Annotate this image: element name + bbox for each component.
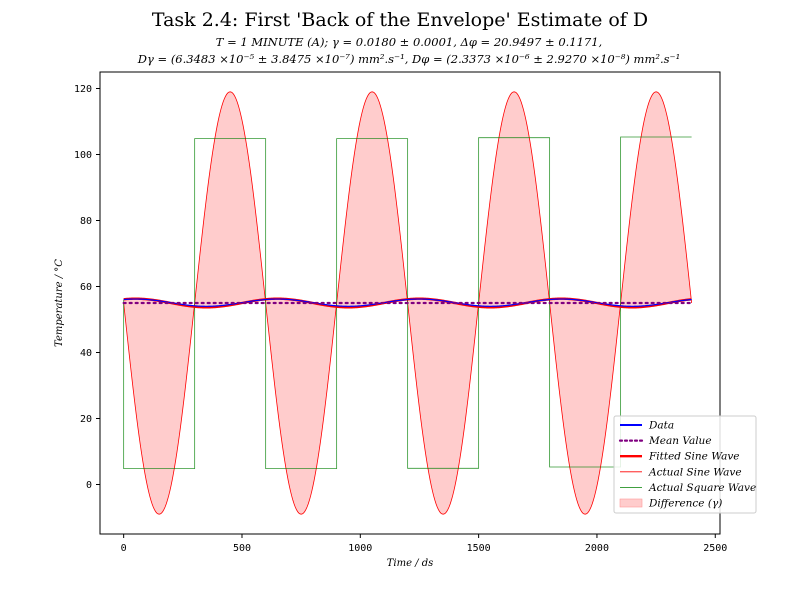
x-tick-label: 2000 (585, 543, 609, 554)
y-axis-label: Temperature / °C (54, 259, 65, 347)
chart-title: Task 2.4: First 'Back of the Envelope' E… (152, 9, 648, 31)
legend-item: Actual Square Wave (620, 482, 756, 494)
y-tick-label: 120 (74, 84, 92, 95)
legend-item: Data (620, 420, 674, 432)
y-tick-label: 60 (80, 282, 92, 293)
plot-area (122, 91, 693, 515)
legend-item: Fitted Sine Wave (620, 451, 740, 463)
y-tick-label: 40 (80, 348, 92, 359)
legend-label: Mean Value (648, 435, 712, 447)
legend-label: Fitted Sine Wave (648, 451, 740, 463)
legend-swatch (619, 498, 643, 508)
x-tick-label: 2500 (703, 543, 727, 554)
legend-item: Actual Sine Wave (620, 466, 742, 478)
plot-frame (99, 71, 721, 535)
legend-item: Difference (γ) (619, 498, 722, 510)
x-tick-label: 1000 (348, 543, 372, 554)
y-tick-label: 20 (80, 414, 92, 425)
y-tick-label: 0 (86, 480, 92, 491)
x-tick-label: 500 (233, 543, 251, 554)
legend-label: Data (648, 420, 674, 432)
axes: 0 500 1000 1500 2000 2500 0 20 40 60 80 100 120 (74, 84, 727, 554)
legend-label: Actual Square Wave (648, 482, 756, 494)
legend-item: Mean Value (618, 435, 712, 447)
legend: Data Mean Value Fitted Sine Wave Actual Sin… (613, 415, 757, 514)
actual-square-wave-line (123, 136, 692, 470)
chart-subtitle-line-2: Dγ = (6.3483 ×10⁻⁵ ± 3.8475 ×10⁻⁷) mm².s… (137, 52, 680, 66)
y-tick-label: 80 (80, 216, 92, 227)
legend-label: Difference (γ) (648, 498, 722, 510)
y-tick-label: 100 (74, 150, 92, 161)
x-tick-label: 0 (121, 543, 127, 554)
legend-box (613, 415, 757, 514)
legend-label: Actual Sine Wave (648, 466, 742, 478)
x-axis-label: Time / ds (387, 558, 434, 569)
chart-subtitle-line-1: T = 1 MINUTE (A); γ = 0.0180 ± 0.0001, Δ… (216, 35, 602, 49)
x-tick-label: 1500 (467, 543, 491, 554)
